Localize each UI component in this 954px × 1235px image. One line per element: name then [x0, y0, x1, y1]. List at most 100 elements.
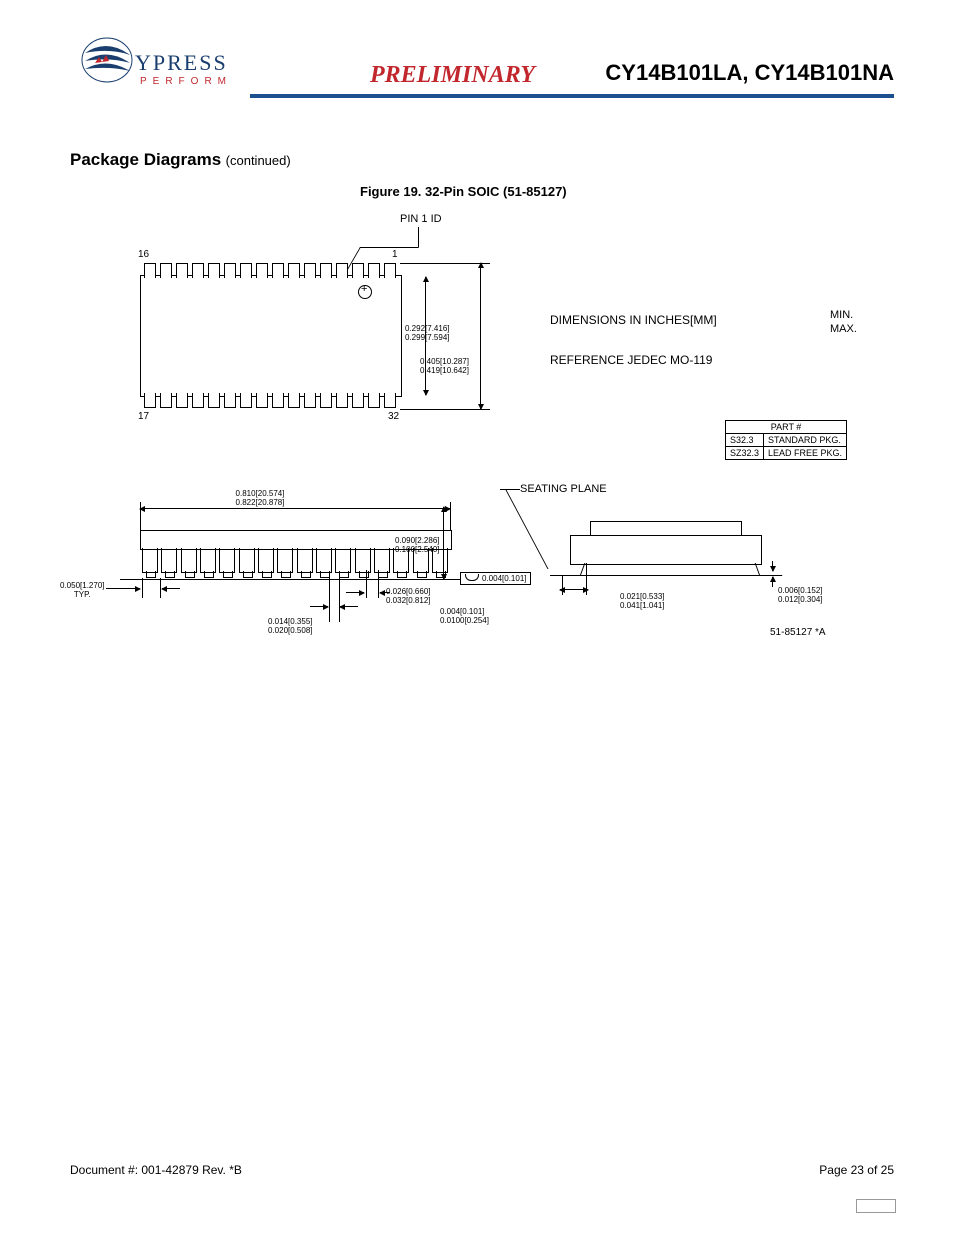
- leadtip-arrow-l: [310, 606, 328, 607]
- body-length-dim-line: [140, 508, 450, 509]
- pin: [352, 263, 364, 278]
- seating-plane-line: [120, 579, 460, 580]
- leadtip-ext-l: [329, 578, 330, 622]
- pin: [320, 393, 332, 408]
- seating-plane-label: SEATING PLANE: [520, 483, 607, 495]
- pin: [272, 393, 284, 408]
- pin: [240, 393, 252, 408]
- pin1-marker: [358, 285, 372, 299]
- cypress-logo: YPRESS PERFORM: [80, 28, 250, 98]
- lead-tip-dim: 0.014[0.355] 0.020[0.508]: [268, 618, 312, 636]
- pitch-ext-r: [160, 578, 161, 598]
- lead-height-ext-l: [562, 575, 563, 595]
- pin: [288, 393, 300, 408]
- leadtip-arrow-r: [340, 606, 358, 607]
- leadbase-ext-l: [366, 570, 367, 598]
- lead-height-ext-r: [586, 563, 587, 595]
- pitch-arrow-l: [106, 588, 140, 589]
- lead-thick-arrow-u: [772, 561, 773, 571]
- side-pin: [219, 548, 235, 573]
- section-heading: Package Diagrams (continued): [70, 150, 291, 170]
- pitch-ext-l: [142, 578, 143, 598]
- body-thick-dim-line: [443, 507, 444, 579]
- part-desc-1: LEAD FREE PKG.: [764, 447, 847, 460]
- section-title: Package Diagrams: [70, 150, 221, 169]
- side-pin: [297, 548, 313, 573]
- pin: [176, 263, 188, 278]
- section-continued: (continued): [226, 153, 291, 168]
- side-view: 0.810[20.574] 0.822[20.878] 0.050[1.270]…: [120, 490, 470, 630]
- body-width-max: 0.299[7.594]: [405, 334, 449, 343]
- pin: [304, 263, 316, 278]
- pin: [336, 393, 348, 408]
- pins-bottom: [144, 393, 396, 407]
- pin: [256, 263, 268, 278]
- page-number: Page 23 of 25: [819, 1163, 894, 1177]
- standoff-dim: 0.004[0.101] 0.0100[0.254]: [440, 608, 489, 626]
- pin: [240, 263, 252, 278]
- overall-width-dim: 0.405[10.287] 0.419[10.642]: [420, 358, 469, 376]
- corner-box: [856, 1199, 896, 1213]
- body-thick-dim: 0.090[2.286] 0.100[2.540]: [395, 537, 439, 555]
- body-length-max: 0.822[20.878]: [210, 499, 310, 508]
- lead-thick-dim: 0.006[0.152] 0.012[0.304]: [778, 587, 822, 605]
- lead-base-max: 0.032[0.812]: [386, 597, 430, 606]
- end-view: [560, 505, 780, 605]
- end-body-main: [570, 535, 762, 565]
- package-diagram: PIN 1 ID 16 1 17 32 0.292[7.416] 0.299[7…: [60, 205, 890, 645]
- lead-height-max: 0.041[1.041]: [620, 602, 664, 611]
- pin: [192, 263, 204, 278]
- pin-32-label: 32: [388, 411, 399, 422]
- part-desc-0: STANDARD PKG.: [764, 434, 847, 447]
- lead-thick-arrow-d: [772, 577, 773, 587]
- pitch-arrow-r: [162, 588, 180, 589]
- pin: [320, 263, 332, 278]
- pin: [352, 393, 364, 408]
- side-pin: [355, 548, 371, 573]
- body-length-dim: 0.810[20.574] 0.822[20.878]: [210, 490, 310, 508]
- pin: [272, 263, 284, 278]
- page-header: YPRESS PERFORM PRELIMINARY CY14B101LA, C…: [0, 0, 954, 130]
- pin-17-label: 17: [138, 411, 149, 422]
- header-rule: [250, 94, 894, 98]
- page-footer: Document #: 001-42879 Rev. *B Page 23 of…: [70, 1163, 894, 1177]
- logo-subtext: PERFORM: [140, 76, 232, 87]
- body-length-ext-l: [140, 502, 141, 532]
- coplanarity-val: 0.004[0.101]: [482, 574, 526, 583]
- pin: [208, 393, 220, 408]
- pin: [224, 393, 236, 408]
- reference-note: REFERENCE JEDEC MO-119: [550, 353, 712, 367]
- part-number-table: PART # S32.3 STANDARD PKG. SZ32.3 LEAD F…: [725, 420, 847, 460]
- part-numbers: CY14B101LA, CY14B101NA: [605, 60, 894, 86]
- document-number: Document #: 001-42879 Rev. *B: [70, 1163, 242, 1177]
- min-label: MIN.: [830, 309, 853, 321]
- pin: [384, 263, 396, 278]
- pin: [224, 263, 236, 278]
- side-pin: [181, 548, 197, 573]
- drawing-rev: 51-85127 *A: [770, 627, 826, 638]
- part-code-1: SZ32.3: [726, 447, 764, 460]
- part-table-header: PART #: [726, 421, 847, 434]
- lead-height-dim: 0.021[0.533] 0.041[1.041]: [620, 593, 664, 611]
- overall-width-max: 0.419[10.642]: [420, 367, 469, 376]
- figure-caption: Figure 19. 32-Pin SOIC (51-85127): [360, 184, 567, 199]
- ext-line-top: [400, 263, 490, 264]
- pin: [336, 263, 348, 278]
- body-width-dim: 0.292[7.416] 0.299[7.594]: [405, 325, 449, 343]
- standoff-max: 0.0100[0.254]: [440, 617, 489, 626]
- pin-16-label: 16: [138, 249, 149, 260]
- preliminary-label: PRELIMINARY: [370, 62, 535, 89]
- side-pin: [374, 548, 390, 573]
- body-thick-max: 0.100[2.540]: [395, 546, 439, 555]
- end-body-top: [590, 521, 742, 536]
- lead-base-dim: 0.026[0.660] 0.032[0.812]: [386, 588, 430, 606]
- pin: [208, 263, 220, 278]
- pin-1-label: 1: [392, 249, 398, 260]
- pins-top: [144, 263, 396, 277]
- pin: [144, 263, 156, 278]
- side-pin: [277, 548, 293, 573]
- max-label: MAX.: [830, 323, 857, 335]
- top-view: 16 1 17 32: [140, 255, 400, 415]
- side-pin: [258, 548, 274, 573]
- overall-width-dim-line: [480, 263, 481, 409]
